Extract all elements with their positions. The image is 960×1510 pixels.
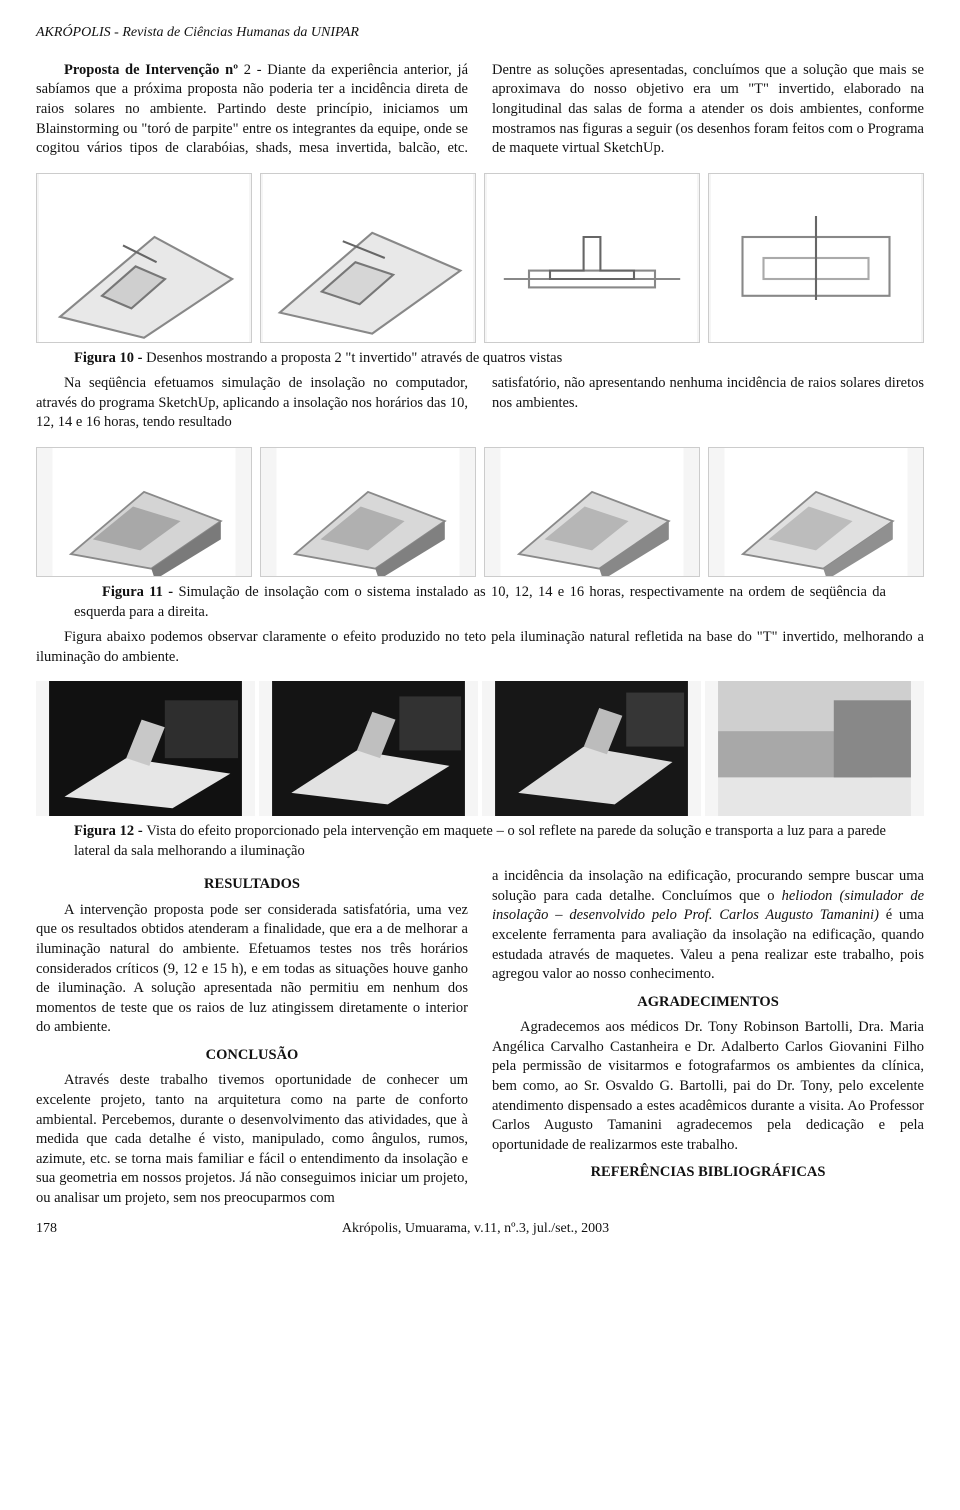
figure-10-row: [36, 173, 924, 343]
fig10-after-text: Na seqüência efetuamos simulação de inso…: [36, 374, 924, 433]
fig11-view-4: [708, 447, 924, 577]
fig10-after-right: satisfatório, não apresentando nenhuma i…: [492, 374, 924, 413]
fig10-caption: Figura 10 - Desenhos mostrando a propost…: [74, 349, 886, 369]
fig10-view-3: [484, 173, 700, 343]
fig10-caption-text: Desenhos mostrando a proposta 2 "t inver…: [146, 350, 562, 366]
fig12-caption-text: Vista do efeito proporcionado pela inter…: [74, 823, 886, 859]
footer-citation: Akrópolis, Umuarama, v.11, nº.3, jul./se…: [342, 1220, 609, 1239]
conclusao-title: CONCLUSÃO: [36, 1046, 468, 1066]
fig11-view-2: [260, 447, 476, 577]
lead-num: 2: [244, 62, 251, 78]
body-columns: RESULTADOS A intervenção proposta pode s…: [36, 867, 924, 1208]
fig10-view-1: [36, 173, 252, 343]
fig10-caption-bold: Figura 10 -: [74, 350, 146, 366]
agradecimentos-p1: Agradecemos aos médicos Dr. Tony Robinso…: [492, 1018, 924, 1155]
fig10-view-2: [260, 173, 476, 343]
fig12-view-1: [36, 681, 255, 816]
conclusao-p2: a incidência da insolação na edificação,…: [492, 867, 924, 984]
fig12-caption: Figura 12 - Vista do efeito proporcionad…: [74, 822, 886, 861]
resultados-title: RESULTADOS: [36, 875, 468, 895]
fig10-after-left: Na seqüência efetuamos simulação de inso…: [36, 374, 468, 433]
fig11-after: Figura abaixo podemos observar clarament…: [36, 628, 924, 667]
figure-12-row: [36, 681, 924, 816]
figure-11-row: [36, 447, 924, 577]
fig11-caption-bold: Figura 11 -: [102, 584, 178, 600]
footer: 178 Akrópolis, Umuarama, v.11, nº.3, jul…: [36, 1220, 924, 1239]
fig11-view-1: [36, 447, 252, 577]
fig11-caption: Figura 11 - Simulação de insolação com o…: [36, 583, 924, 622]
fig12-caption-bold: Figura 12 -: [74, 823, 146, 839]
agradecimentos-title: AGRADECIMENTOS: [492, 993, 924, 1013]
fig11-view-3: [484, 447, 700, 577]
page-number: 178: [36, 1220, 57, 1239]
fig12-view-2: [259, 681, 478, 816]
journal-header: AKRÓPOLIS - Revista de Ciências Humanas …: [36, 24, 924, 43]
fig10-view-4: [708, 173, 924, 343]
lead-bold: Proposta de Intervenção nº: [64, 62, 238, 78]
resultados-p1: A intervenção proposta pode ser consider…: [36, 901, 468, 1038]
conclusao-p1: Através deste trabalho tivemos oportunid…: [36, 1071, 468, 1208]
fig11-caption-text: Simulação de insolação com o sistema ins…: [74, 584, 886, 620]
fig12-view-3: [482, 681, 701, 816]
referencias-title: REFERÊNCIAS BIBLIOGRÁFICAS: [492, 1163, 924, 1183]
fig12-view-4: [705, 681, 924, 816]
intro-paragraph: Proposta de Intervenção nº 2 - Diante da…: [36, 61, 924, 159]
